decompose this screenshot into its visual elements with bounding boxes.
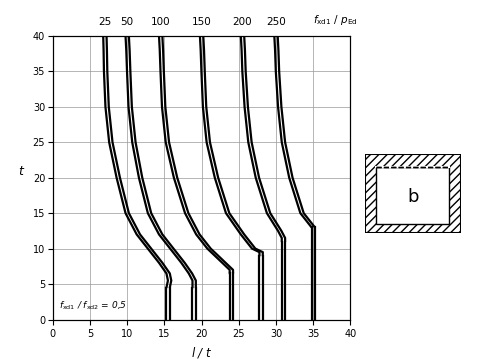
Text: 50: 50 [120,17,134,27]
Text: $f_{\mathrm{xd1}}$ / $p_{\mathrm{Ed}}$: $f_{\mathrm{xd1}}$ / $p_{\mathrm{Ed}}$ [313,13,358,27]
Bar [376,167,449,224]
Text: b: b [407,188,419,206]
Text: 250: 250 [266,17,286,27]
Text: 150: 150 [192,17,212,27]
Text: $f_{\mathrm{xd1}}$ / $f_{\mathrm{xd2}}$ = 0,5: $f_{\mathrm{xd1}}$ / $f_{\mathrm{xd2}}$ … [59,300,127,312]
Text: 100: 100 [151,17,170,27]
X-axis label: $l$ / $t$: $l$ / $t$ [191,345,213,359]
Text: 25: 25 [98,17,111,27]
Text: 200: 200 [233,17,252,27]
Y-axis label: $t$: $t$ [18,165,25,178]
